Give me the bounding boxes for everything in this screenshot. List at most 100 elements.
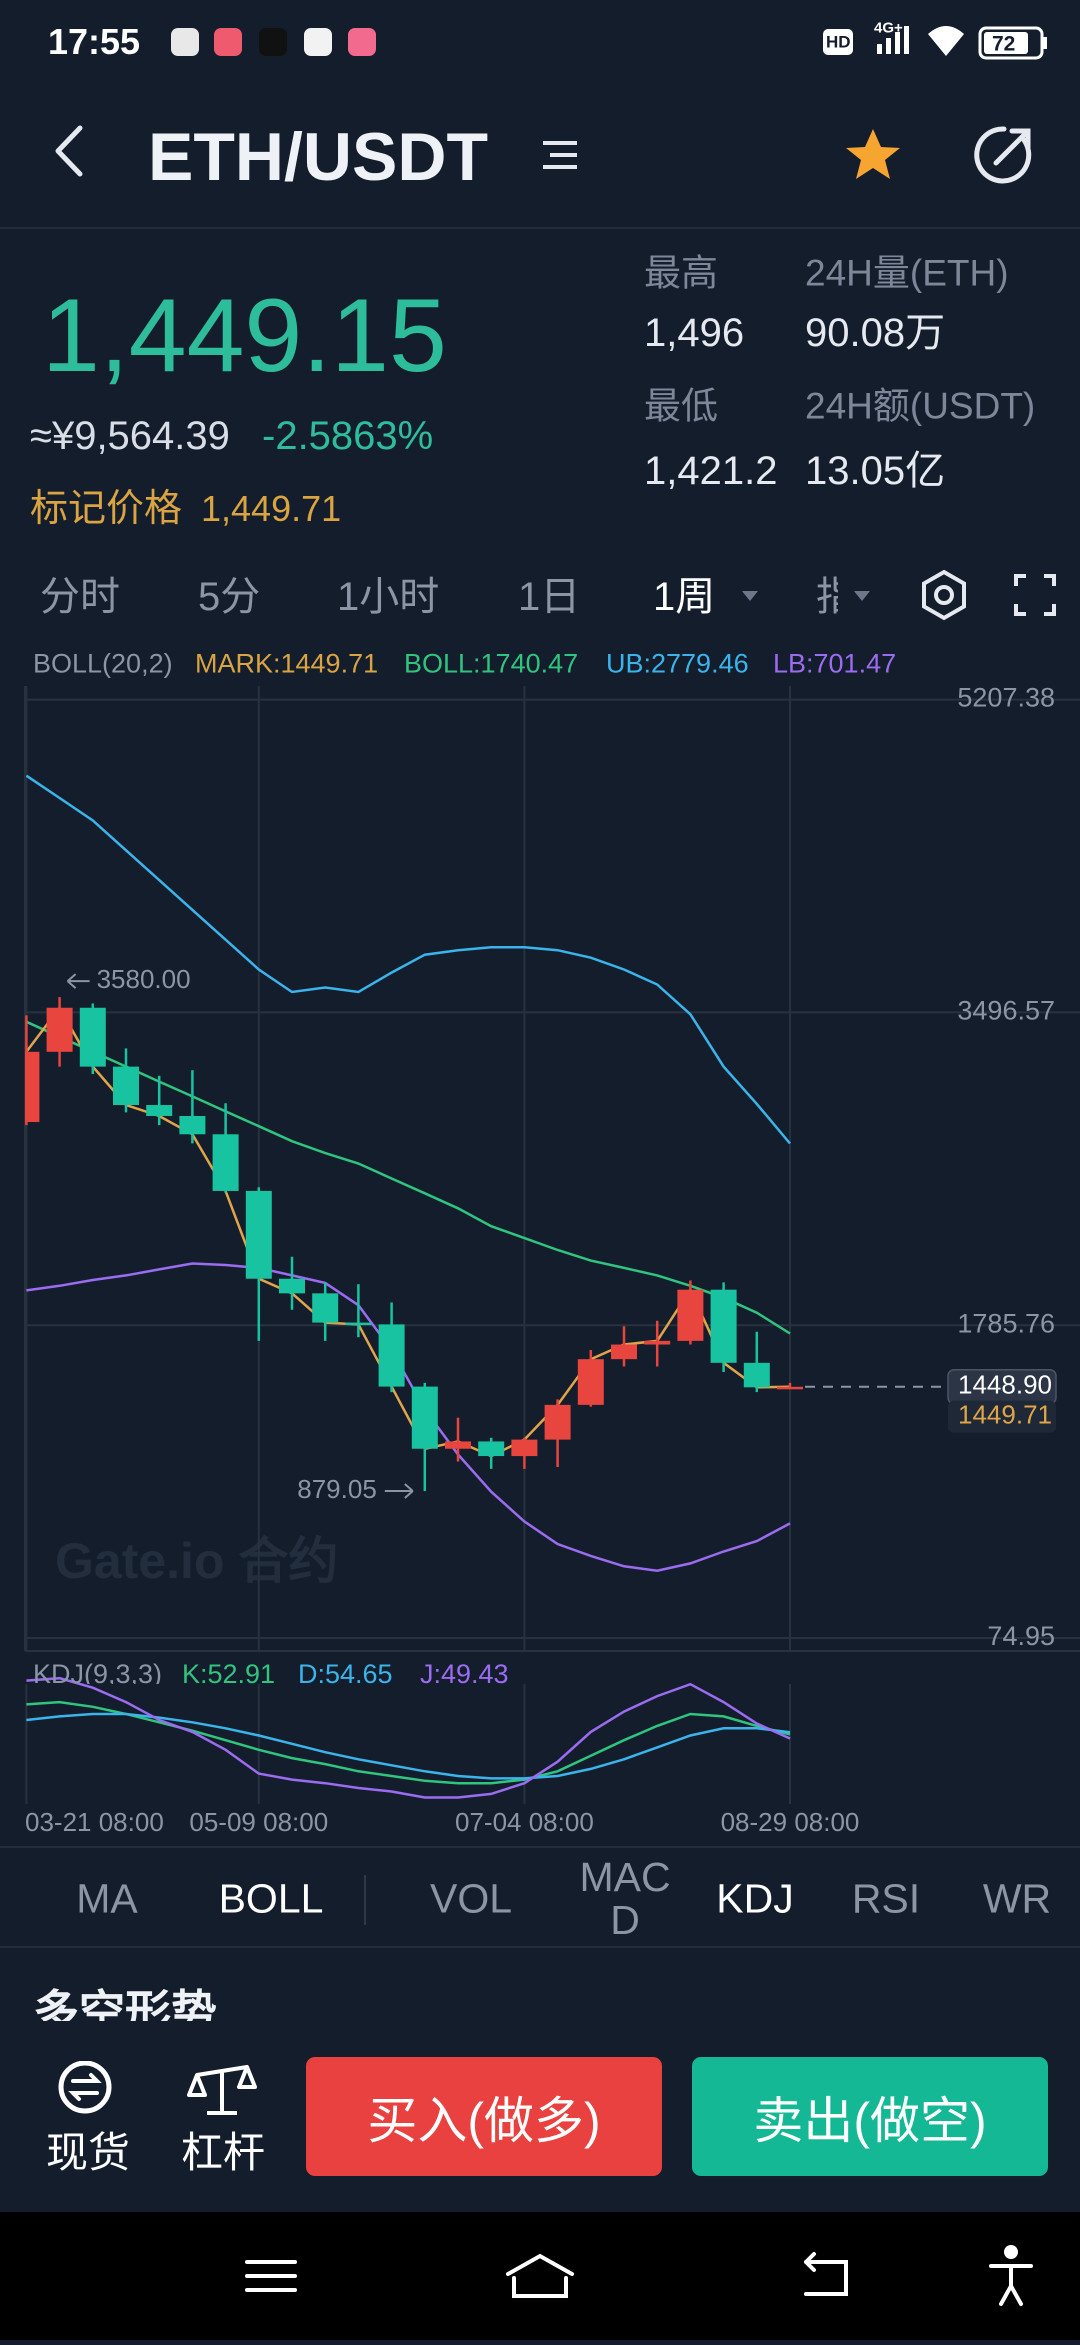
candle-body <box>710 1289 737 1363</box>
candle-body <box>378 1324 405 1387</box>
margin-icon <box>187 2065 257 2115</box>
candle-body <box>777 1386 803 1390</box>
sell-button[interactable]: 卖出(做空) <box>692 2057 1048 2176</box>
indicator-tab[interactable]: MA <box>76 1875 138 1922</box>
nav-accessibility[interactable] <box>989 2245 1033 2306</box>
high-value: 1,496 <box>644 311 745 355</box>
spot-button[interactable]: 现货 <box>46 2060 130 2201</box>
back-button[interactable] <box>55 125 83 177</box>
spot-label: 现货 <box>46 2129 131 2176</box>
high-label: 最高 <box>644 252 718 294</box>
candle-body <box>312 1293 339 1323</box>
pair-menu-icon[interactable] <box>543 141 577 169</box>
boll-legend-item: LB:701.47 <box>773 648 897 679</box>
spot-icon <box>58 2060 112 2114</box>
annotation-arrow <box>66 973 90 989</box>
indicator-tab[interactable]: MACD <box>579 1853 671 1943</box>
y-tick-label: 1785.76 <box>957 1308 1055 1338</box>
timeframe-tab[interactable]: 分时 <box>40 575 120 619</box>
nav-icons <box>245 2245 1033 2306</box>
x-tick-label: 07-04 08:00 <box>455 1807 594 1837</box>
timeframe-tab[interactable]: 5分 <box>198 575 261 619</box>
candle-body <box>544 1404 571 1440</box>
status-hd: HD <box>826 32 851 52</box>
volume-value: 90.08万 <box>805 311 946 355</box>
kdj-line <box>26 1676 791 1799</box>
boll-legend-item: BOLL:1740.47 <box>404 648 579 679</box>
fullscreen-button[interactable] <box>1014 574 1056 616</box>
indicator-menu-label: 指标 <box>816 575 838 619</box>
margin-label: 杠杆 <box>181 2129 266 2176</box>
candle-body <box>79 1007 106 1067</box>
bottom-bar: 现货 杠杆 买入(做多) 卖出(做空) <box>0 2021 1080 2212</box>
sell-label: 卖出(做空) <box>753 2092 987 2149</box>
candle-body <box>46 1007 73 1052</box>
timeframe-tab-active[interactable]: 1周 <box>653 575 716 619</box>
chart-frame <box>24 686 1080 1652</box>
mark-price-label: 1449.71 <box>958 1400 1052 1430</box>
indicator-tab[interactable]: WR <box>982 1875 1052 1922</box>
settings-button[interactable] <box>922 569 966 621</box>
boll-line <box>25 774 791 1145</box>
nav-back[interactable] <box>804 2252 848 2296</box>
status-network: 4G+ <box>874 19 903 37</box>
candle-body <box>411 1386 438 1449</box>
mark-price-box <box>948 1400 1056 1433</box>
last-price-label: 1448.90 <box>958 1370 1052 1400</box>
candle-body <box>611 1344 637 1360</box>
favorite-star[interactable] <box>846 129 900 179</box>
status-time: 17:55 <box>48 21 141 62</box>
kdj-legend-item: K:52.91 <box>182 1659 275 1689</box>
candle-body <box>245 1190 272 1279</box>
high-annotation: 3580.00 <box>97 964 191 994</box>
price-change: -2.5863% <box>262 414 434 458</box>
indicator-tab-active[interactable]: KDJ <box>716 1875 794 1922</box>
candle-body <box>677 1289 704 1341</box>
share-button[interactable] <box>974 126 1032 184</box>
margin-button[interactable]: 杠杆 <box>181 2061 265 2201</box>
candle-body <box>478 1441 505 1457</box>
indicator-tab[interactable]: VOL <box>429 1875 513 1922</box>
timeframe-tab[interactable]: 1日 <box>518 575 581 619</box>
x-tick-label: 08-29 08:00 <box>721 1807 860 1837</box>
low-label: 最低 <box>644 385 718 427</box>
turnover-label: 24H额(USDT) <box>805 385 1036 427</box>
indicator-menu[interactable]: 指标 <box>816 575 838 619</box>
kdj-legend: KDJ(9,3,3) K:52.91 D:54.65 J:49.43 <box>33 1659 509 1689</box>
axis-labels: 74.95 1785.76 3496.57 5207.38 03-21 08:00 05-… <box>25 683 1057 1837</box>
kdj-legend-item: D:54.65 <box>298 1659 393 1689</box>
indicator-tab[interactable]: RSI <box>851 1875 921 1922</box>
kdj-line <box>26 1712 791 1780</box>
candle-body <box>113 1066 139 1106</box>
pair-title[interactable]: ETH/USDT <box>148 119 488 195</box>
kdj-plot <box>25 1676 791 1804</box>
boll-legend-item: BOLL(20,2) <box>33 648 173 679</box>
turnover-value: 13.05亿 <box>805 449 946 493</box>
status-system-icons <box>823 26 1047 60</box>
candle-body <box>179 1115 206 1135</box>
kdj-line <box>26 1700 791 1785</box>
timeframe-tab[interactable]: 1小时 <box>337 575 440 619</box>
y-tick-label: 74.95 <box>987 1621 1055 1651</box>
status-battery: 72 <box>992 32 1016 56</box>
nav-bar <box>0 2212 1080 2340</box>
close-line <box>25 1005 791 1458</box>
buy-button[interactable]: 买入(做多) <box>306 2057 662 2176</box>
watermark: Gate.io 合约 <box>55 1533 338 1589</box>
cny-price: ≈¥9,564.39 <box>30 414 230 458</box>
indicator-tab-active[interactable]: BOLL <box>218 1875 324 1922</box>
x-tick-label: 03-21 08:00 <box>25 1807 164 1837</box>
candle-body <box>743 1362 770 1388</box>
kdj-legend-item: KDJ(9,3,3) <box>33 1659 162 1689</box>
candle-body <box>279 1278 305 1294</box>
candle-body <box>511 1439 538 1457</box>
x-tick-label: 05-09 08:00 <box>189 1807 328 1837</box>
y-tick-label: 3496.57 <box>957 996 1055 1026</box>
candle-body <box>644 1340 671 1345</box>
candle-body <box>345 1322 372 1326</box>
nav-menu[interactable] <box>245 2260 297 2292</box>
kdj-legend-item: J:49.43 <box>420 1659 509 1689</box>
nav-home[interactable] <box>506 2253 574 2298</box>
